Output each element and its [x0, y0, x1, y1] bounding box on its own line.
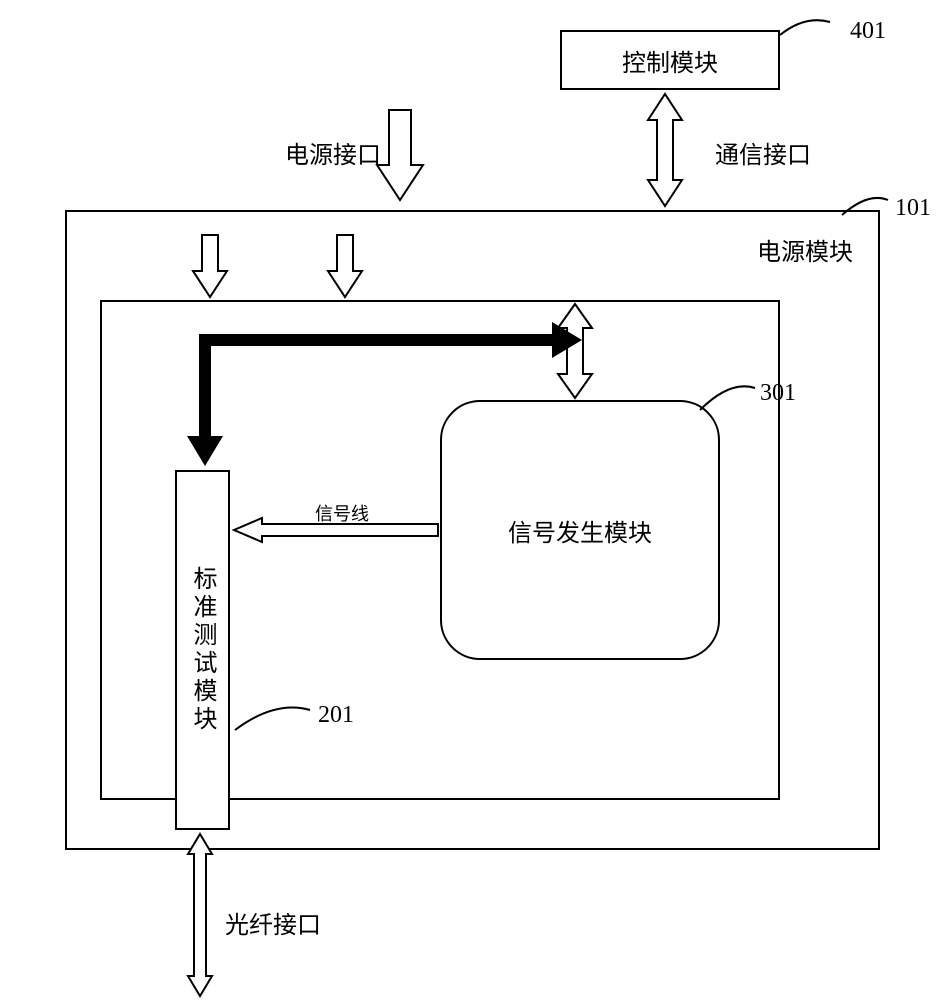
arrow-solid-elbow-icon — [0, 0, 943, 1000]
